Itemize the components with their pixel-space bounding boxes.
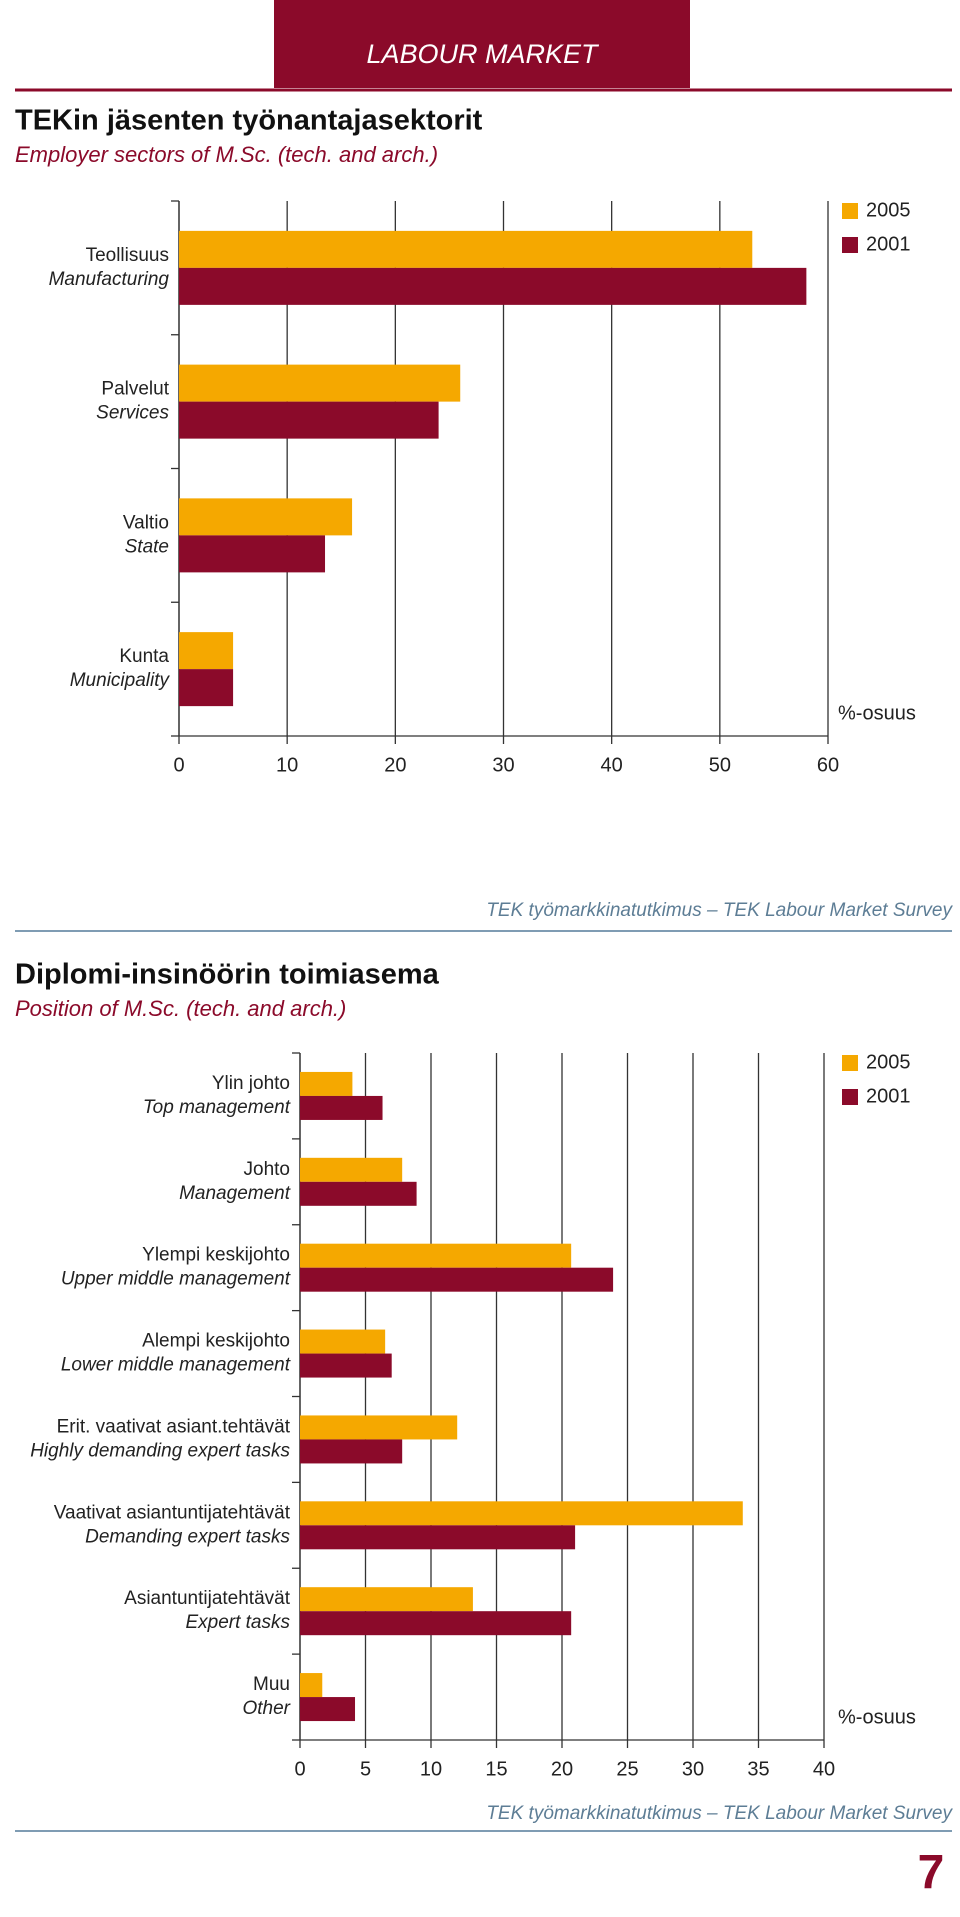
x-tick-label: 35: [747, 1758, 769, 1780]
x-tick-label: 40: [601, 754, 623, 776]
category-label: Kunta: [119, 646, 169, 667]
bar: [300, 1353, 392, 1378]
category-label-en: Municipality: [70, 670, 171, 691]
bar: [300, 1611, 572, 1636]
section-title: LABOUR MARKET: [366, 39, 600, 69]
x-tick-label: 0: [173, 754, 184, 776]
category-label-en: Top management: [143, 1097, 291, 1118]
bar: [179, 401, 439, 439]
x-tick-label: 5: [360, 1758, 371, 1780]
legend-swatch: [842, 237, 858, 253]
category-label-en: Expert tasks: [185, 1612, 290, 1633]
legend-label: 2005: [866, 1051, 911, 1073]
bar: [300, 1329, 386, 1354]
category-label: Alempi keskijohto: [142, 1331, 290, 1352]
category-label-en: Services: [96, 403, 169, 424]
bar: [300, 1071, 353, 1096]
bar: [300, 1267, 614, 1292]
x-tick-label: 40: [813, 1758, 835, 1780]
bar: [300, 1439, 403, 1464]
bar: [300, 1501, 743, 1526]
category-label-en: Upper middle management: [61, 1269, 291, 1290]
category-label-en: Manufacturing: [49, 269, 170, 290]
legend-swatch: [842, 1089, 858, 1105]
category-label-en: Demanding expert tasks: [85, 1526, 290, 1547]
x-tick-label: 20: [551, 1758, 573, 1780]
category-label: Vaativat asiantuntijatehtävät: [54, 1502, 291, 1523]
bar: [179, 267, 807, 305]
bar: [300, 1525, 576, 1550]
x-tick-label: 50: [709, 754, 731, 776]
bar: [300, 1095, 383, 1120]
category-label-en: Highly demanding expert tasks: [30, 1440, 290, 1461]
category-label-en: Other: [242, 1698, 290, 1719]
category-label-en: Lower middle management: [61, 1355, 291, 1376]
bar: [300, 1243, 572, 1268]
legend-label: 2001: [866, 233, 911, 255]
source: TEK työmarkkinatutkimus – TEK Labour Mar…: [486, 1803, 953, 1824]
bar: [179, 498, 353, 536]
bar: [179, 632, 234, 670]
x-tick-label: 60: [817, 754, 839, 776]
x-tick-label: 10: [420, 1758, 442, 1780]
x-tick-label: 20: [384, 754, 406, 776]
bar: [300, 1697, 356, 1722]
bar: [179, 669, 234, 707]
x-tick-label: 25: [616, 1758, 638, 1780]
category-label-en: State: [125, 536, 169, 557]
bar: [300, 1587, 473, 1612]
category-label: Ylin johto: [212, 1073, 290, 1094]
x-tick-label: 15: [485, 1758, 507, 1780]
x-axis-label: %-osuus: [838, 702, 916, 724]
category-label: Palvelut: [101, 379, 169, 400]
chart-subtitle: Employer sectors of M.Sc. (tech. and arc…: [15, 142, 438, 167]
x-axis-label: %-osuus: [838, 1706, 916, 1728]
bar: [179, 535, 326, 573]
category-label: Valtio: [123, 512, 169, 533]
x-tick-label: 0: [294, 1758, 305, 1780]
source: TEK työmarkkinatutkimus – TEK Labour Mar…: [486, 900, 953, 921]
x-tick-label: 10: [276, 754, 298, 776]
chart-subtitle: Position of M.Sc. (tech. and arch.): [15, 996, 346, 1021]
category-label: Muu: [253, 1674, 290, 1695]
legend-swatch: [842, 203, 858, 219]
chart-title: TEKin jäsenten työnantajasektorit: [15, 105, 483, 137]
header-band: [274, 0, 690, 88]
legend-label: 2001: [866, 1085, 911, 1107]
legend-label: 2005: [866, 199, 911, 221]
bar: [179, 230, 753, 268]
bar: [300, 1157, 403, 1182]
category-label: Johto: [244, 1159, 290, 1180]
category-label: Teollisuus: [86, 245, 169, 266]
bar: [179, 364, 461, 402]
category-label: Erit. vaativat asiant.tehtävät: [57, 1416, 291, 1437]
category-label-en: Management: [179, 1183, 291, 1204]
bar: [300, 1181, 417, 1206]
chart-title: Diplomi-insinöörin toimiasema: [15, 959, 440, 991]
category-label: Ylempi keskijohto: [142, 1245, 290, 1266]
legend-swatch: [842, 1055, 858, 1071]
page-number: 7: [918, 1847, 945, 1900]
category-label: Asiantuntijatehtävät: [124, 1588, 291, 1609]
x-tick-label: 30: [682, 1758, 704, 1780]
x-tick-label: 30: [492, 754, 514, 776]
bar: [300, 1415, 458, 1440]
bar: [300, 1673, 323, 1698]
